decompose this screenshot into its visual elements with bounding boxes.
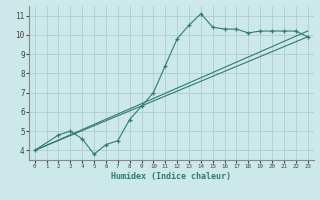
X-axis label: Humidex (Indice chaleur): Humidex (Indice chaleur): [111, 172, 231, 181]
